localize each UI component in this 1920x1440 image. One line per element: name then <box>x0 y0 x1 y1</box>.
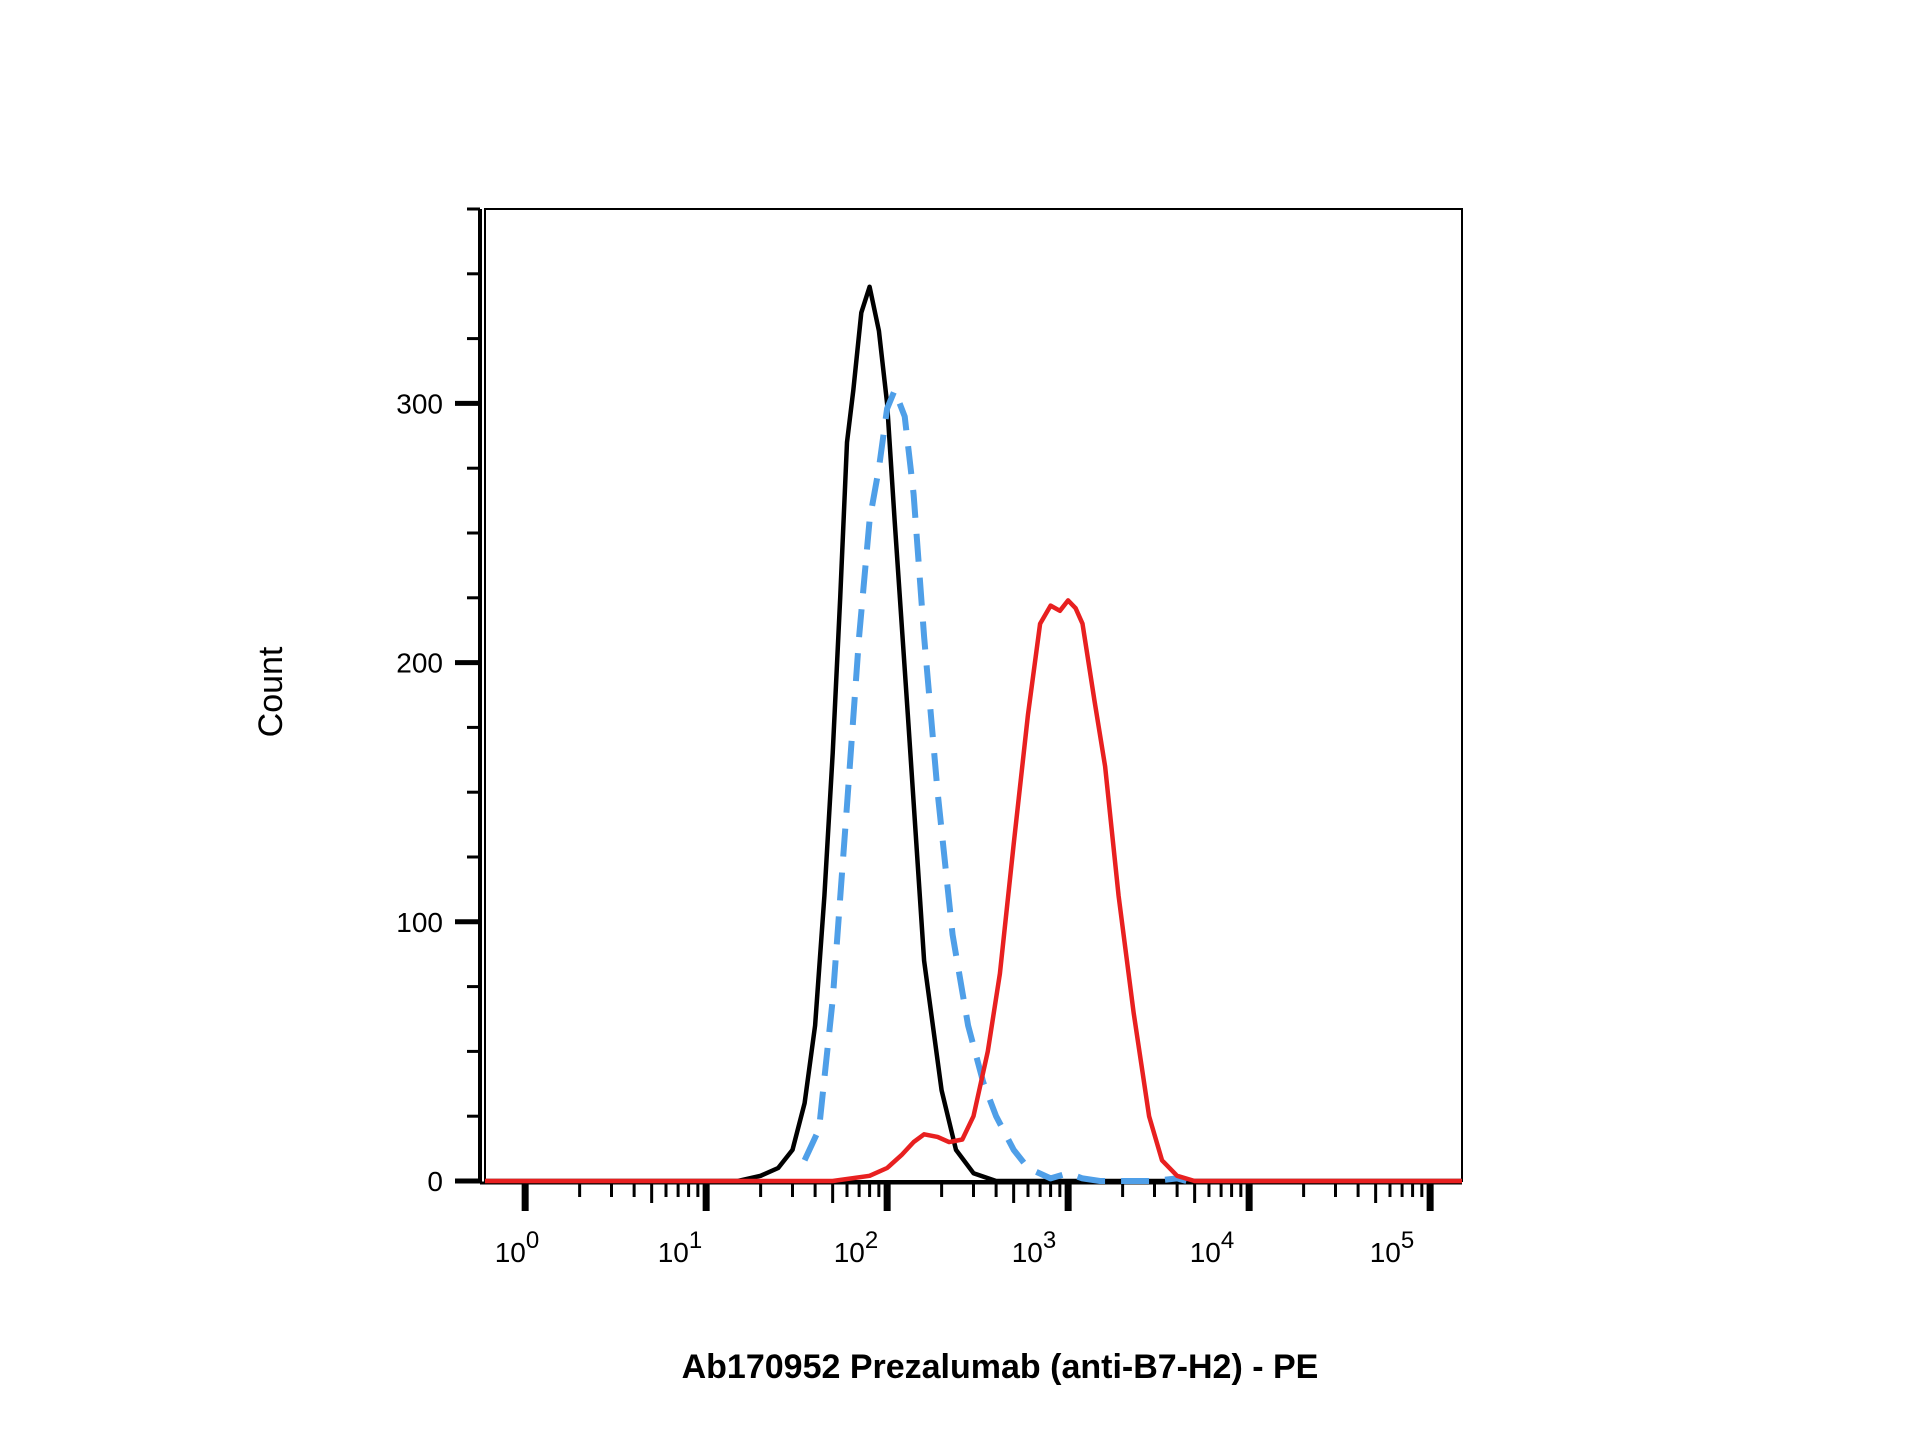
x-tick-label: 101 <box>658 1227 703 1268</box>
x-tick-label: 103 <box>1012 1227 1057 1268</box>
x-axis-title: Ab170952 Prezalumab (anti-B7-H2) - PE <box>682 1348 1319 1386</box>
x-tick-label: 102 <box>834 1227 879 1268</box>
series-line-2 <box>801 387 1188 1184</box>
x-tick-label: 105 <box>1370 1227 1415 1268</box>
x-tick-label: 104 <box>1190 1227 1235 1268</box>
y-tick-label: 0 <box>427 1166 443 1197</box>
y-tick-label: 100 <box>396 907 443 938</box>
y-axis-title: Count <box>252 646 290 737</box>
x-tick-label: 100 <box>495 1227 540 1268</box>
y-tick-label: 300 <box>396 388 443 419</box>
series-line-1 <box>485 284 1462 1184</box>
series-layer <box>485 284 1462 1184</box>
plot-frame <box>484 208 1463 1182</box>
series-line-3 <box>485 598 1462 1184</box>
y-axis: 0 100 200 300 <box>396 207 482 1197</box>
x-axis: 100 101 102 103 104 105 <box>480 1181 1462 1268</box>
y-tick-label: 200 <box>396 648 443 679</box>
